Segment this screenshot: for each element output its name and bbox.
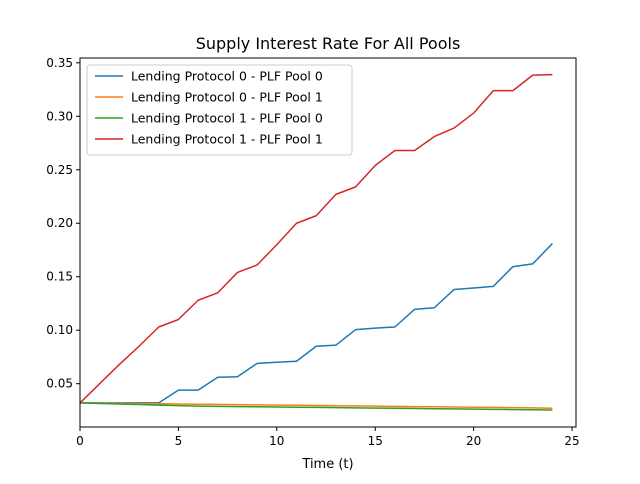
- legend-box: [86, 64, 353, 156]
- legend-label: Lending Protocol 1 - PLF Pool 0: [131, 111, 323, 126]
- x-tick-label: 20: [466, 434, 481, 448]
- y-axis: 0.05 0.10 0.15 0.20 0.25 0.30 0.35: [46, 56, 80, 391]
- y-tick-label: 0.10: [46, 323, 73, 337]
- legend-label: Lending Protocol 0 - PLF Pool 0: [131, 69, 323, 84]
- x-axis-label: Time (t): [301, 457, 353, 472]
- chart-title: Supply Interest Rate For All Pools: [196, 34, 461, 53]
- legend-label: Lending Protocol 1 - PLF Pool 1: [131, 132, 323, 147]
- x-tick-label: 0: [76, 434, 84, 448]
- x-axis: 0 5 10 15 20 25: [76, 427, 580, 448]
- series-layer: [79, 73, 553, 411]
- x-tick-label: 25: [564, 434, 579, 448]
- series-line-4: [79, 73, 553, 404]
- series-line-2: [79, 402, 553, 410]
- series-line-1: [80, 243, 553, 404]
- legend-label: Lending Protocol 0 - PLF Pool 1: [131, 90, 323, 105]
- x-tick-label: 15: [368, 434, 383, 448]
- plot-frame: [79, 57, 577, 428]
- y-tick-label: 0.35: [46, 56, 73, 70]
- y-tick-label: 0.05: [46, 377, 73, 391]
- legend: Lending Protocol 0 - PLF Pool 0 Lending P…: [86, 64, 353, 156]
- x-tick-label: 10: [269, 434, 284, 448]
- y-tick-label: 0.15: [46, 270, 73, 284]
- y-tick-label: 0.30: [46, 109, 73, 123]
- series-line-3: [79, 402, 553, 411]
- y-tick-label: 0.20: [46, 216, 73, 230]
- y-tick-label: 0.25: [46, 163, 73, 177]
- x-tick-label: 5: [175, 434, 183, 448]
